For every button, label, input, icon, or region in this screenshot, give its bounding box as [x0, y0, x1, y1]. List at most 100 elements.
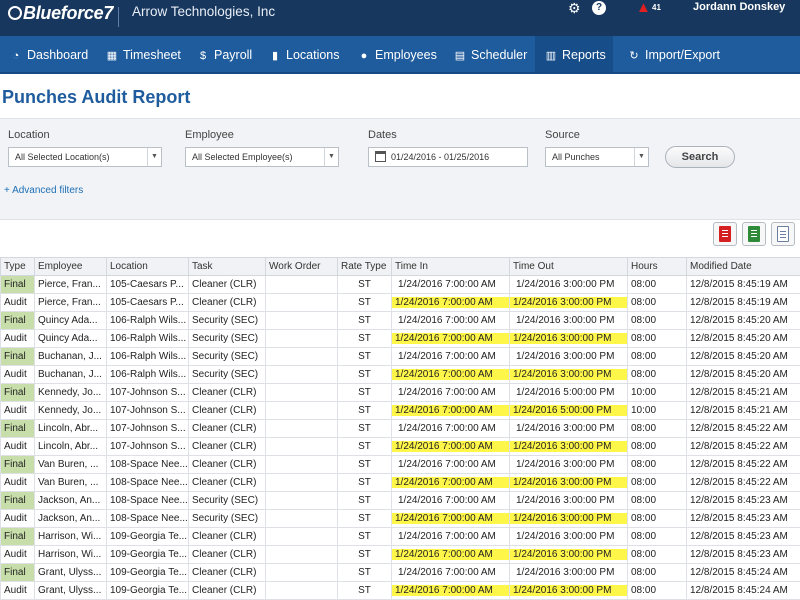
cell-hours: 08:00: [627, 311, 687, 330]
cell-type: Audit: [0, 401, 35, 420]
column-header-task[interactable]: Task: [188, 257, 266, 276]
alert-icon[interactable]: ▲: [636, 0, 651, 16]
cell-employee: Van Buren, ...: [34, 455, 107, 474]
cell-location: 109-Georgia Te...: [106, 563, 189, 582]
column-header-time-in[interactable]: Time In: [391, 257, 510, 276]
table-header-row: Type Employee Location Task Work Order Rate T…: [0, 257, 800, 276]
nav-timesheet[interactable]: ▦ Timesheet: [96, 36, 184, 72]
cell-type: Final: [0, 527, 35, 546]
cell-task: Security (SEC): [188, 311, 266, 330]
cell-hours: 08:00: [627, 275, 687, 294]
cell-task: Cleaner (CLR): [188, 275, 266, 294]
date-range-input[interactable]: 01/24/2016 - 01/25/2016: [368, 147, 528, 167]
column-header-employee[interactable]: Employee: [34, 257, 107, 276]
cell-rate-type: ST: [337, 311, 392, 330]
cell-work-order: [265, 365, 338, 384]
pdf-export-button[interactable]: [713, 222, 737, 246]
column-header-time-out[interactable]: Time Out: [509, 257, 628, 276]
excel-export-button[interactable]: [742, 222, 766, 246]
location-select[interactable]: All Selected Location(s) ▼: [8, 147, 162, 167]
table-row[interactable]: Final Harrison, Wi... 109-Georgia Te... Cle…: [0, 527, 800, 546]
table-row[interactable]: Final Grant, Ulyss... 109-Georgia Te... Cle…: [0, 563, 800, 582]
column-header-hours[interactable]: Hours: [627, 257, 687, 276]
nav-employees[interactable]: ● Employees: [348, 36, 442, 72]
employee-select[interactable]: All Selected Employee(s) ▼: [185, 147, 339, 167]
cell-work-order: [265, 329, 338, 348]
table-row[interactable]: Audit Lincoln, Abr... 107-Johnson S... Clea…: [0, 437, 800, 456]
cell-time-out: 1/24/2016 3:00:00 PM: [509, 545, 628, 564]
changed-value-highlight: 1/24/2016 3:00:00 PM: [510, 369, 627, 380]
nav-import-export[interactable]: ↻ Import/Export: [618, 36, 728, 72]
column-header-modified-date[interactable]: Modified Date: [686, 257, 800, 276]
gear-icon[interactable]: ⚙: [568, 0, 581, 16]
source-select[interactable]: All Punches ▼: [545, 147, 649, 167]
table-row[interactable]: Final Jackson, An... 108-Space Nee... Secur…: [0, 491, 800, 510]
cell-time-in: 1/24/2016 7:00:00 AM: [391, 545, 510, 564]
help-icon[interactable]: ?: [592, 1, 606, 15]
cell-employee: Buchanan, J...: [34, 365, 107, 384]
nav-locations[interactable]: ▮ Locations: [259, 36, 347, 72]
column-header-work-order[interactable]: Work Order: [265, 257, 338, 276]
cell-hours: 08:00: [627, 527, 687, 546]
csv-export-button[interactable]: [771, 222, 795, 246]
table-row[interactable]: Audit Buchanan, J... 106-Ralph Wils... Secu…: [0, 365, 800, 384]
cell-work-order: [265, 275, 338, 294]
cell-location: 109-Georgia Te...: [106, 545, 189, 564]
cell-location: 107-Johnson S...: [106, 419, 189, 438]
cell-work-order: [265, 527, 338, 546]
cell-time-in: 1/24/2016 7:00:00 AM: [391, 509, 510, 528]
nav-reports[interactable]: ▥ Reports: [535, 36, 613, 72]
app-logo[interactable]: Blueforce7: [8, 3, 113, 24]
cell-time-in: 1/24/2016 7:00:00 AM: [391, 581, 510, 600]
cell-rate-type: ST: [337, 383, 392, 402]
column-header-rate-type[interactable]: Rate Type: [337, 257, 392, 276]
cell-location: 109-Georgia Te...: [106, 527, 189, 546]
cell-work-order: [265, 563, 338, 582]
dollar-icon: $: [199, 50, 207, 62]
changed-value-highlight: 1/24/2016 7:00:00 AM: [392, 513, 509, 524]
table-row[interactable]: Final Quincy Ada... 106-Ralph Wils... Secur…: [0, 311, 800, 330]
table-row[interactable]: Final Van Buren, ... 108-Space Nee... Clean…: [0, 455, 800, 474]
cell-rate-type: ST: [337, 545, 392, 564]
cell-rate-type: ST: [337, 293, 392, 312]
cell-task: Cleaner (CLR): [188, 437, 266, 456]
cell-hours: 08:00: [627, 545, 687, 564]
cell-type: Final: [0, 275, 35, 294]
changed-value-highlight: 1/24/2016 3:00:00 PM: [510, 477, 627, 488]
cell-time-in: 1/24/2016 7:00:00 AM: [391, 329, 510, 348]
nav-dashboard[interactable]: ◔ Dashboard: [0, 36, 94, 72]
cell-location: 107-Johnson S...: [106, 383, 189, 402]
table-row[interactable]: Audit Quincy Ada... 106-Ralph Wils... Secur…: [0, 329, 800, 348]
search-button[interactable]: Search: [665, 146, 735, 168]
advanced-filters-link[interactable]: + Advanced filters: [4, 185, 84, 196]
table-row[interactable]: Final Pierce, Fran... 105-Caesars P... Clea…: [0, 275, 800, 294]
cell-time-in: 1/24/2016 7:00:00 AM: [391, 527, 510, 546]
table-row[interactable]: Final Kennedy, Jo... 107-Johnson S... Clean…: [0, 383, 800, 402]
user-menu[interactable]: Jordann Donskey: [693, 1, 786, 13]
table-row[interactable]: Audit Harrison, Wi... 109-Georgia Te... Cle…: [0, 545, 800, 564]
table-row[interactable]: Final Lincoln, Abr... 107-Johnson S... Clea…: [0, 419, 800, 438]
punches-table: Type Employee Location Task Work Order Rate T…: [0, 257, 800, 600]
cell-location: 107-Johnson S...: [106, 401, 189, 420]
column-header-type[interactable]: Type: [0, 257, 35, 276]
nav-payroll[interactable]: $ Payroll: [187, 36, 259, 72]
table-row[interactable]: Audit Van Buren, ... 108-Space Nee... Clean…: [0, 473, 800, 492]
calendar-icon: ▤: [454, 50, 466, 62]
cell-type: Audit: [0, 365, 35, 384]
table-row[interactable]: Audit Kennedy, Jo... 107-Johnson S... Clean…: [0, 401, 800, 420]
pdf-export-icon: [719, 226, 731, 242]
table-row[interactable]: Audit Pierce, Fran... 105-Caesars P... Clea…: [0, 293, 800, 312]
cell-time-out: 1/24/2016 3:00:00 PM: [509, 419, 628, 438]
cell-employee: Van Buren, ...: [34, 473, 107, 492]
cell-employee: Kennedy, Jo...: [34, 383, 107, 402]
table-row[interactable]: Audit Grant, Ulyss... 109-Georgia Te... Cle…: [0, 581, 800, 600]
column-header-location[interactable]: Location: [106, 257, 189, 276]
table-row[interactable]: Audit Jackson, An... 108-Space Nee... Secur…: [0, 509, 800, 528]
company-name: Arrow Technologies, Inc: [132, 4, 276, 19]
nav-scheduler[interactable]: ▤ Scheduler: [444, 36, 534, 72]
table-row[interactable]: Final Buchanan, J... 106-Ralph Wils... Secu…: [0, 347, 800, 366]
cell-type: Final: [0, 419, 35, 438]
cell-time-in: 1/24/2016 7:00:00 AM: [391, 401, 510, 420]
cell-modified-date: 12/8/2015 8:45:20 AM: [686, 365, 800, 384]
divider: [118, 7, 119, 27]
